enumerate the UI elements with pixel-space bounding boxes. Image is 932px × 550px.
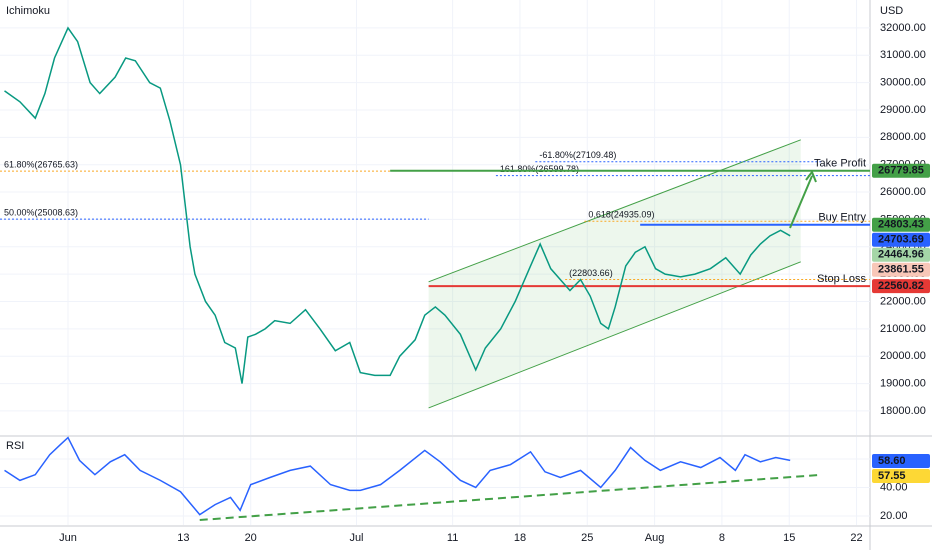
channel-fill — [428, 139, 801, 408]
x-tick-label: 13 — [177, 532, 189, 544]
price-badge-label: 58.60 — [878, 455, 906, 467]
x-tick-label: 8 — [719, 532, 725, 544]
price-badge-label: 26779.85 — [878, 165, 924, 177]
level-label: Stop Loss — [817, 273, 866, 285]
price-badge — [872, 217, 930, 232]
y-tick-label: 20000.00 — [880, 350, 926, 362]
x-tick-label: 15 — [783, 532, 795, 544]
y-tick-label: 19000.00 — [880, 377, 926, 389]
price-badge-label: 57.55 — [878, 470, 906, 482]
fib-label: 0.618(24935.09) — [588, 210, 654, 220]
price-badge — [872, 279, 930, 294]
fib-label: 50.00%(25008.63) — [4, 208, 78, 218]
y-tick-label: 30000.00 — [880, 77, 926, 89]
indicator-title: RSI — [6, 440, 24, 452]
fib-label: 61.80%(26765.63) — [4, 159, 78, 169]
y-tick-label: 26000.00 — [880, 186, 926, 198]
target-arrow — [789, 169, 817, 229]
price-line — [4, 26, 791, 384]
y-tick-label: 32000.00 — [880, 22, 926, 34]
x-tick-label: 11 — [447, 532, 458, 544]
price-badge-label: 24803.43 — [878, 219, 924, 231]
price-badge — [872, 247, 930, 262]
price-badge-label: 24703.69 — [878, 234, 924, 246]
x-tick-label: 18 — [514, 532, 526, 544]
price-badge-label: 22560.82 — [878, 280, 924, 292]
price-badge — [872, 163, 930, 178]
price-badge-label: 24464.96 — [878, 249, 924, 261]
indicator-title: Ichimoku — [6, 5, 50, 17]
y-tick-label: 22000.00 — [880, 295, 926, 307]
fib-label: 161.80%(26599.78) — [500, 164, 579, 174]
y-tick-label: 21000.00 — [880, 323, 926, 335]
y-tick-label: 31000.00 — [880, 49, 926, 61]
price-line — [4, 436, 791, 516]
price-badge — [872, 468, 930, 483]
currency: USD — [880, 5, 903, 17]
price-badge — [872, 453, 930, 468]
y-tick-label: 28000.00 — [880, 131, 926, 143]
x-tick-label: 25 — [581, 532, 593, 544]
x-tick-label: Jul — [349, 532, 363, 544]
x-tick-label: Aug — [645, 532, 665, 544]
channel-line — [428, 139, 801, 283]
level-label: Take Profit — [814, 158, 866, 170]
y-tick-label: 29000.00 — [880, 104, 926, 116]
x-tick-label: 22 — [850, 532, 862, 544]
y-tick-label: 40.00 — [880, 481, 908, 493]
level-label: Buy Entry — [818, 212, 866, 224]
x-tick-label: 20 — [245, 532, 257, 544]
y-tick-label: 18000.00 — [880, 405, 926, 417]
price-badge — [872, 262, 930, 277]
fib-label: (22803.66) — [569, 268, 613, 278]
price-badge-label: 23861.55 — [878, 264, 924, 276]
price-badge — [872, 232, 930, 247]
x-tick-label: Jun — [59, 532, 77, 544]
y-tick-label: 20.00 — [880, 510, 908, 522]
fib-label: -61.80%(27109.48) — [539, 150, 616, 160]
